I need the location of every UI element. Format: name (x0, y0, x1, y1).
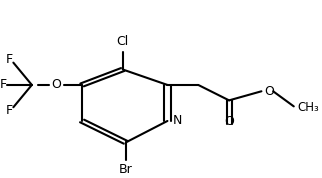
Text: O: O (224, 115, 234, 128)
Text: Br: Br (119, 163, 133, 176)
Text: Cl: Cl (117, 35, 129, 48)
Text: N: N (173, 114, 182, 127)
Text: F: F (0, 78, 7, 91)
Text: CH₃: CH₃ (298, 101, 319, 114)
Text: O: O (264, 85, 274, 98)
Text: O: O (52, 78, 62, 91)
Text: F: F (6, 53, 13, 66)
Text: F: F (6, 104, 13, 117)
